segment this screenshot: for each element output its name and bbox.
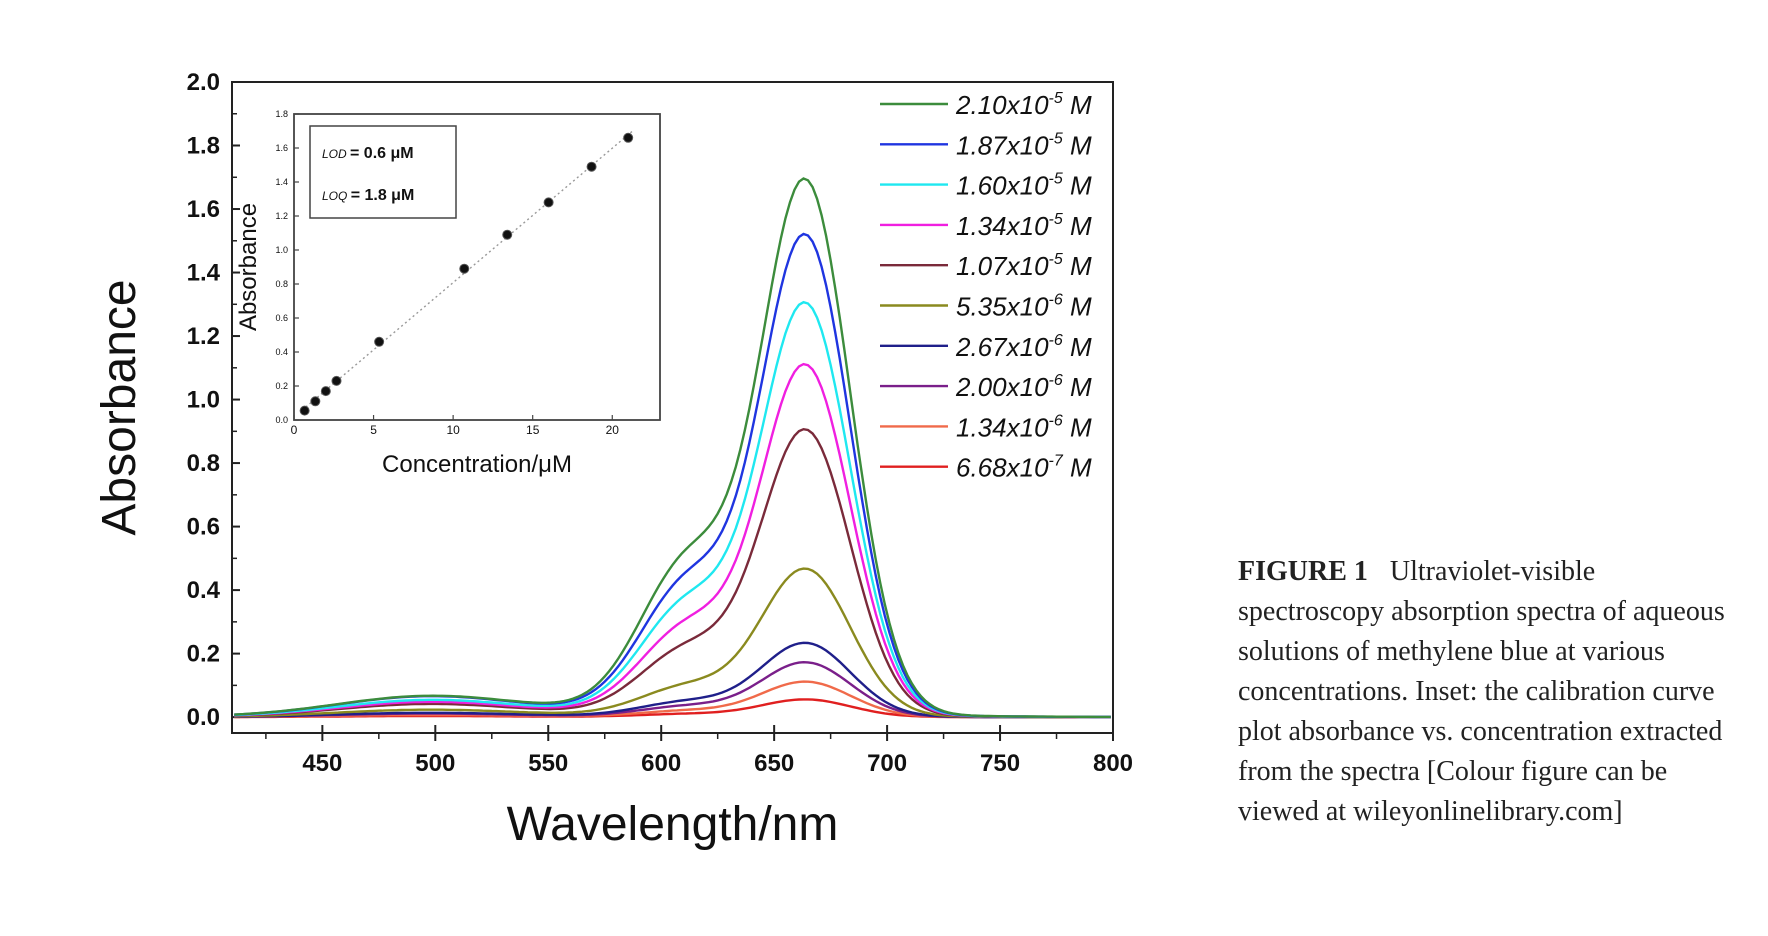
inset-y-axis-title: Absorbance [235, 203, 262, 331]
inset-data-point [299, 405, 310, 416]
y-tick-label: 1.4 [187, 260, 221, 287]
legend-label: 5.35x10-6 M [956, 292, 1092, 322]
x-tick-label: 600 [641, 750, 681, 777]
inset-y-tick-label: 1.8 [275, 109, 288, 119]
inset-y-tick-label: 1.6 [275, 143, 288, 153]
lod-annotation: LOD = 0.6 μM [322, 145, 414, 162]
y-tick-label: 0.6 [187, 514, 220, 541]
spectrum-line [234, 567, 1111, 719]
inset-data-point [586, 161, 597, 172]
inset-x-axis-title: Concentration/μM [382, 451, 572, 478]
y-axis-title: Absorbance [93, 279, 146, 535]
x-tick-label: 450 [302, 750, 342, 777]
legend-label: 6.68x10-7 M [956, 453, 1092, 483]
y-tick-label: 0.8 [187, 450, 220, 477]
y-tick-label: 0.4 [187, 577, 221, 604]
legend-label: 1.34x10-5 M [956, 211, 1092, 241]
x-tick-label: 750 [980, 750, 1020, 777]
inset-data-point [459, 263, 470, 274]
inset-x-tick-label: 15 [526, 423, 540, 437]
legend-label: 1.34x10-6 M [956, 412, 1092, 442]
y-tick-label: 0.0 [187, 704, 220, 731]
inset-x-tick-label: 20 [606, 423, 620, 437]
inset-data-point [623, 132, 634, 143]
y-tick-label: 1.2 [187, 323, 220, 350]
y-tick-label: 1.8 [187, 133, 220, 160]
inset-data-point [310, 396, 321, 407]
caption-label: FIGURE 1 [1238, 556, 1368, 587]
legend-label: 1.60x10-5 M [956, 171, 1092, 201]
figure-caption: FIGURE 1 Ultraviolet-visible spectroscopy… [1238, 552, 1738, 832]
inset-data-point [331, 375, 342, 386]
legend-label: 2.00x10-6 M [955, 372, 1092, 402]
spectrum-line [234, 660, 1111, 719]
legend-label: 1.07x10-5 M [956, 251, 1092, 281]
y-tick-label: 0.2 [187, 641, 220, 668]
x-axis-title: Wavelength/nm [507, 798, 839, 851]
legend-label: 2.10x10-5 M [955, 90, 1092, 120]
inset-x-tick-label: 0 [291, 423, 298, 437]
caption-text: Ultraviolet-visible spectroscopy absorpt… [1238, 556, 1725, 827]
x-tick-label: 650 [754, 750, 794, 777]
inset-y-tick-label: 0.2 [275, 381, 288, 391]
y-tick-label: 1.6 [187, 196, 220, 223]
x-tick-label: 500 [415, 750, 455, 777]
plot-frame [231, 81, 1114, 734]
legend-label: 2.67x10-6 M [955, 332, 1092, 362]
inset-x-tick-label: 5 [370, 423, 377, 437]
x-tick-label: 800 [1093, 750, 1133, 777]
y-tick-label: 1.0 [187, 387, 220, 414]
inset-y-tick-label: 0.4 [275, 347, 288, 357]
inset-data-point [543, 197, 554, 208]
inset-y-tick-label: 0.6 [275, 313, 288, 323]
spectra-lines [234, 177, 1111, 719]
inset-y-tick-label: 0.0 [275, 415, 288, 425]
x-tick-label: 550 [528, 750, 568, 777]
inset-data-point [320, 386, 331, 397]
inset-data-point [502, 229, 513, 240]
loq-annotation: LOQ = 1.8 μM [322, 187, 414, 204]
inset-data-point [374, 336, 385, 347]
lod-loq-box [309, 125, 457, 219]
inset-y-tick-label: 1.2 [275, 211, 288, 221]
y-tick-label: 2.0 [187, 69, 220, 96]
legend-label: 1.87x10-5 M [956, 130, 1092, 160]
inset-y-tick-label: 0.8 [275, 279, 288, 289]
inset-y-tick-label: 1.4 [275, 177, 288, 187]
inset-x-tick-label: 10 [446, 423, 460, 437]
inset-y-tick-label: 1.0 [275, 245, 288, 255]
spectrum-line [234, 177, 1111, 719]
x-tick-label: 700 [867, 750, 907, 777]
